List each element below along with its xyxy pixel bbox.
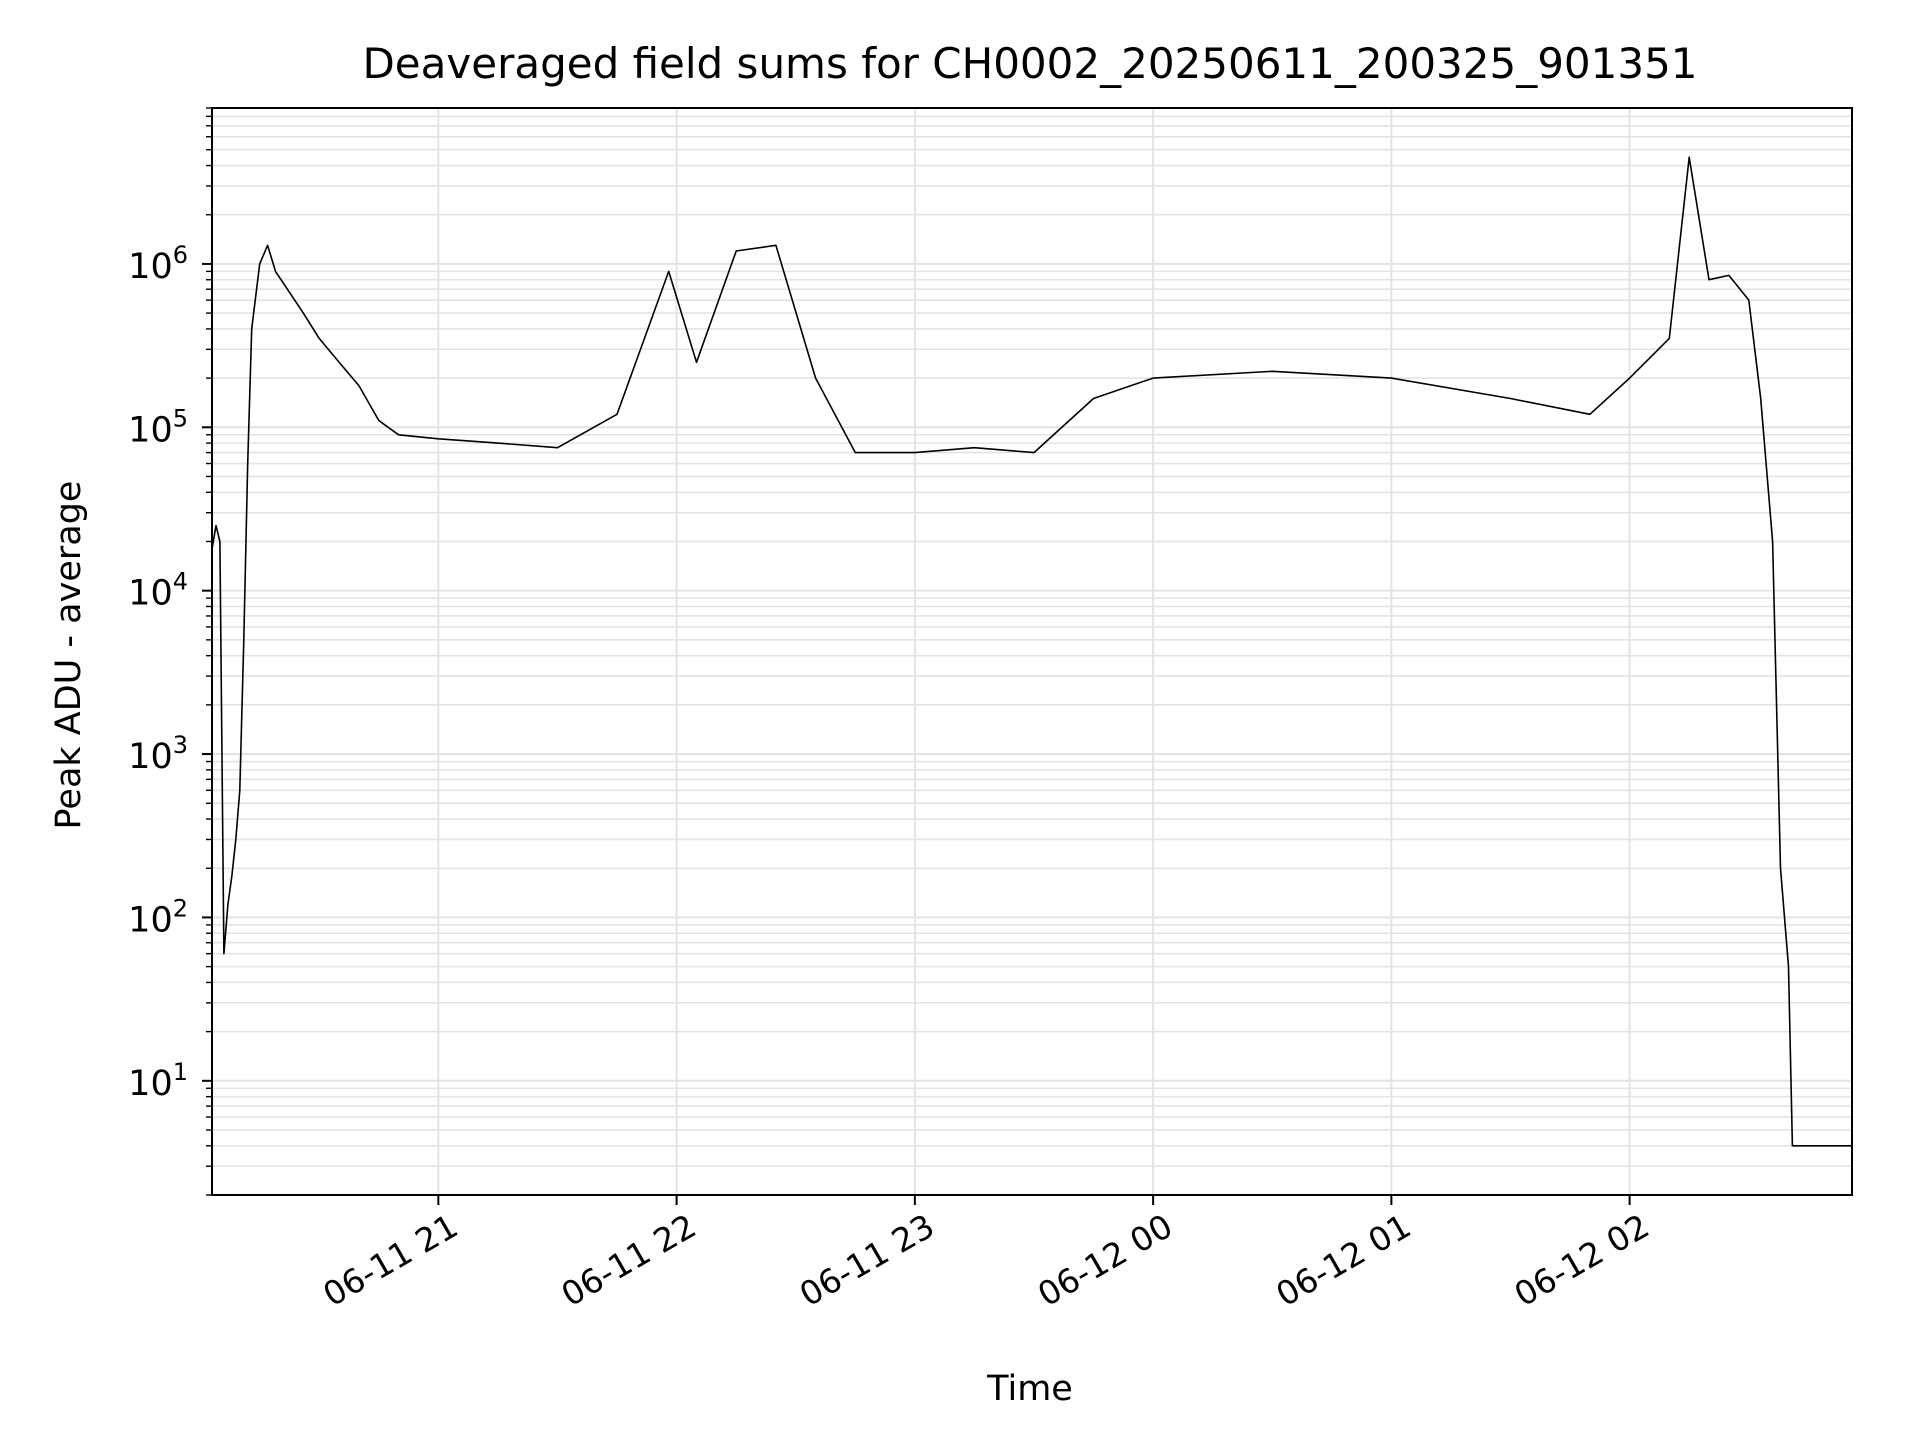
chart-title: Deaveraged field sums for CH0002_2025061… bbox=[362, 39, 1697, 88]
data-series bbox=[211, 156, 1852, 1147]
y-tick-label: 105 bbox=[128, 404, 188, 450]
y-tick-label: 101 bbox=[128, 1058, 188, 1104]
y-tick-label: 104 bbox=[128, 568, 188, 614]
y-tick-label: 103 bbox=[128, 731, 188, 777]
grid bbox=[212, 107, 1852, 1196]
y-tick-label: 106 bbox=[128, 241, 188, 287]
y-axis-label: Peak ADU - average bbox=[49, 481, 89, 830]
plot-frame bbox=[211, 107, 1853, 1196]
series-line bbox=[211, 156, 1852, 1147]
y-tick-label: 102 bbox=[128, 894, 188, 940]
x-axis-label: Time bbox=[986, 1369, 1073, 1409]
